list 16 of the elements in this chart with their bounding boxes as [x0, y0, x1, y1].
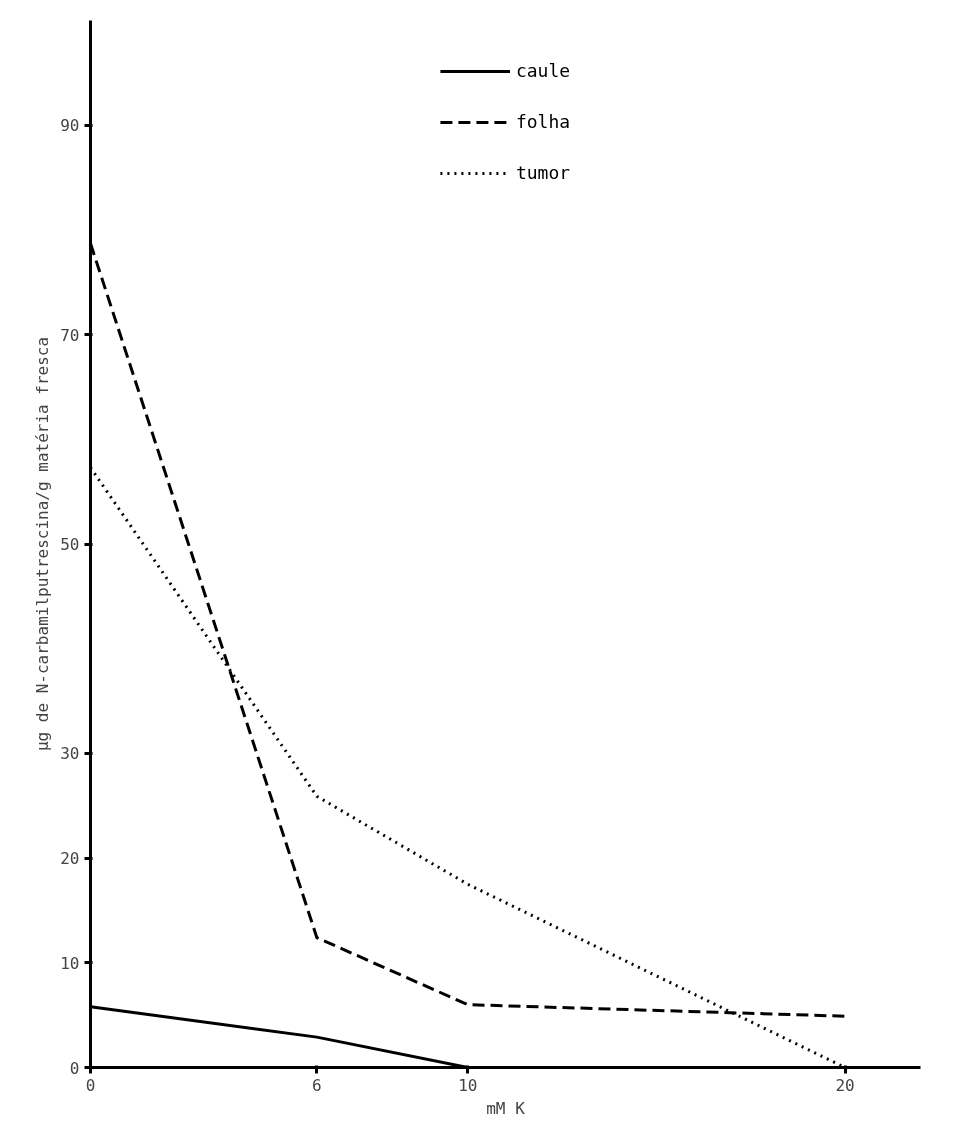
legend-label: folha [515, 111, 571, 132]
x-tick-label: 6 [312, 1075, 322, 1095]
y-tick-label: 30 [60, 744, 80, 764]
y-tick-label: 20 [60, 849, 80, 869]
legend-label: caule [515, 60, 571, 81]
x-axis-title: mM K [486, 1098, 526, 1118]
y-tick-label: 10 [60, 953, 80, 973]
y-tick-label: 70 [60, 325, 80, 345]
y-tick-label: 50 [60, 535, 80, 554]
x-tick-label: 0 [85, 1075, 96, 1095]
x-tick-label: 10 [458, 1075, 478, 1095]
y-tick-label: 90 [60, 116, 80, 136]
x-tick-label: 20 [835, 1075, 855, 1095]
y-axis-title: µg de N-carbamilputrescina/g matéria fresca [33, 336, 53, 752]
y-tick-label: 0 [69, 1058, 80, 1078]
legend-label: tumor [515, 162, 571, 183]
